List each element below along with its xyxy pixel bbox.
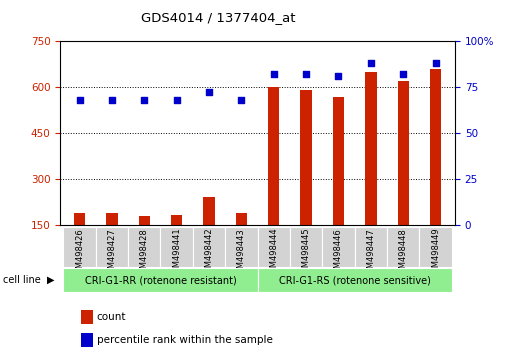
Bar	[225, 227, 258, 267]
Bar	[257, 227, 290, 267]
Point	[237, 97, 246, 102]
Text: CRI-G1-RR (rotenone resistant): CRI-G1-RR (rotenone resistant)	[85, 275, 236, 285]
Text: CRI-G1-RS (rotenone sensitive): CRI-G1-RS (rotenone sensitive)	[279, 275, 430, 285]
Point	[431, 60, 440, 65]
Bar	[96, 227, 128, 267]
Text: GSM498445: GSM498445	[302, 228, 311, 278]
Point	[367, 60, 375, 65]
Point	[140, 97, 149, 102]
Bar	[300, 90, 312, 225]
Text: GSM498446: GSM498446	[334, 228, 343, 279]
Bar	[193, 227, 225, 267]
Bar	[63, 268, 258, 292]
Text: GSM498427: GSM498427	[107, 228, 117, 279]
Text: GSM498428: GSM498428	[140, 228, 149, 279]
Bar	[203, 197, 215, 225]
Text: GSM498426: GSM498426	[75, 228, 84, 279]
Text: GSM498447: GSM498447	[366, 228, 376, 279]
Text: percentile rank within the sample: percentile rank within the sample	[97, 335, 272, 345]
Bar	[430, 69, 441, 225]
Bar	[419, 227, 452, 267]
Bar	[106, 213, 118, 225]
Point	[399, 71, 407, 77]
Text: GSM498443: GSM498443	[237, 228, 246, 279]
Bar	[257, 268, 452, 292]
Text: GSM498444: GSM498444	[269, 228, 278, 278]
Bar	[63, 227, 96, 267]
Point	[269, 71, 278, 77]
Bar	[387, 227, 419, 267]
Text: cell line  ▶: cell line ▶	[3, 275, 54, 285]
Bar	[74, 212, 85, 225]
Bar	[236, 213, 247, 225]
Bar	[128, 227, 161, 267]
Point	[75, 97, 84, 102]
Bar	[161, 227, 193, 267]
Text: GSM498442: GSM498442	[204, 228, 213, 278]
Bar	[355, 227, 387, 267]
Point	[334, 73, 343, 79]
Bar	[333, 97, 344, 225]
Bar	[290, 227, 322, 267]
Bar	[322, 227, 355, 267]
Point	[108, 97, 116, 102]
Text: GSM498449: GSM498449	[431, 228, 440, 278]
Text: GSM498448: GSM498448	[399, 228, 408, 279]
Point	[173, 97, 181, 102]
Bar	[268, 87, 279, 225]
Point	[205, 90, 213, 95]
Text: GDS4014 / 1377404_at: GDS4014 / 1377404_at	[141, 11, 295, 24]
Bar	[397, 81, 409, 225]
Bar	[365, 72, 377, 225]
Point	[302, 71, 310, 77]
Bar	[171, 215, 183, 225]
Text: count: count	[97, 312, 126, 322]
Text: GSM498441: GSM498441	[172, 228, 181, 278]
Bar	[139, 216, 150, 225]
